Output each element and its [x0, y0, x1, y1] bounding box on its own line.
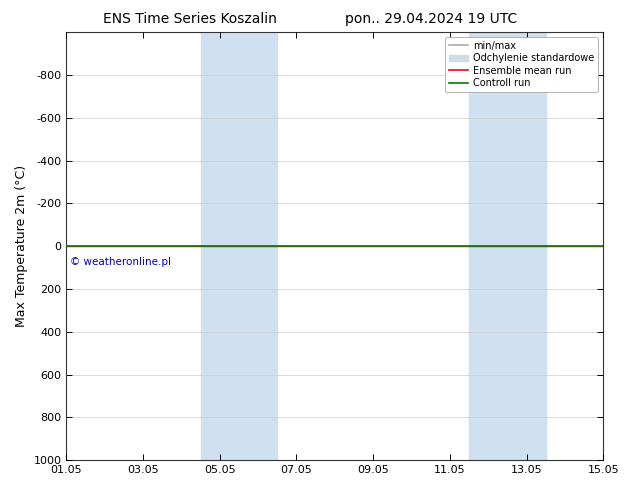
- Y-axis label: Max Temperature 2m (°C): Max Temperature 2m (°C): [15, 165, 28, 327]
- Text: © weatheronline.pl: © weatheronline.pl: [70, 257, 171, 267]
- Legend: min/max, Odchylenie standardowe, Ensemble mean run, Controll run: min/max, Odchylenie standardowe, Ensembl…: [445, 37, 598, 92]
- Bar: [200, 32, 277, 460]
- Text: ENS Time Series Koszalin: ENS Time Series Koszalin: [103, 12, 277, 26]
- Text: pon.. 29.04.2024 19 UTC: pon.. 29.04.2024 19 UTC: [345, 12, 517, 26]
- Bar: [469, 32, 546, 460]
